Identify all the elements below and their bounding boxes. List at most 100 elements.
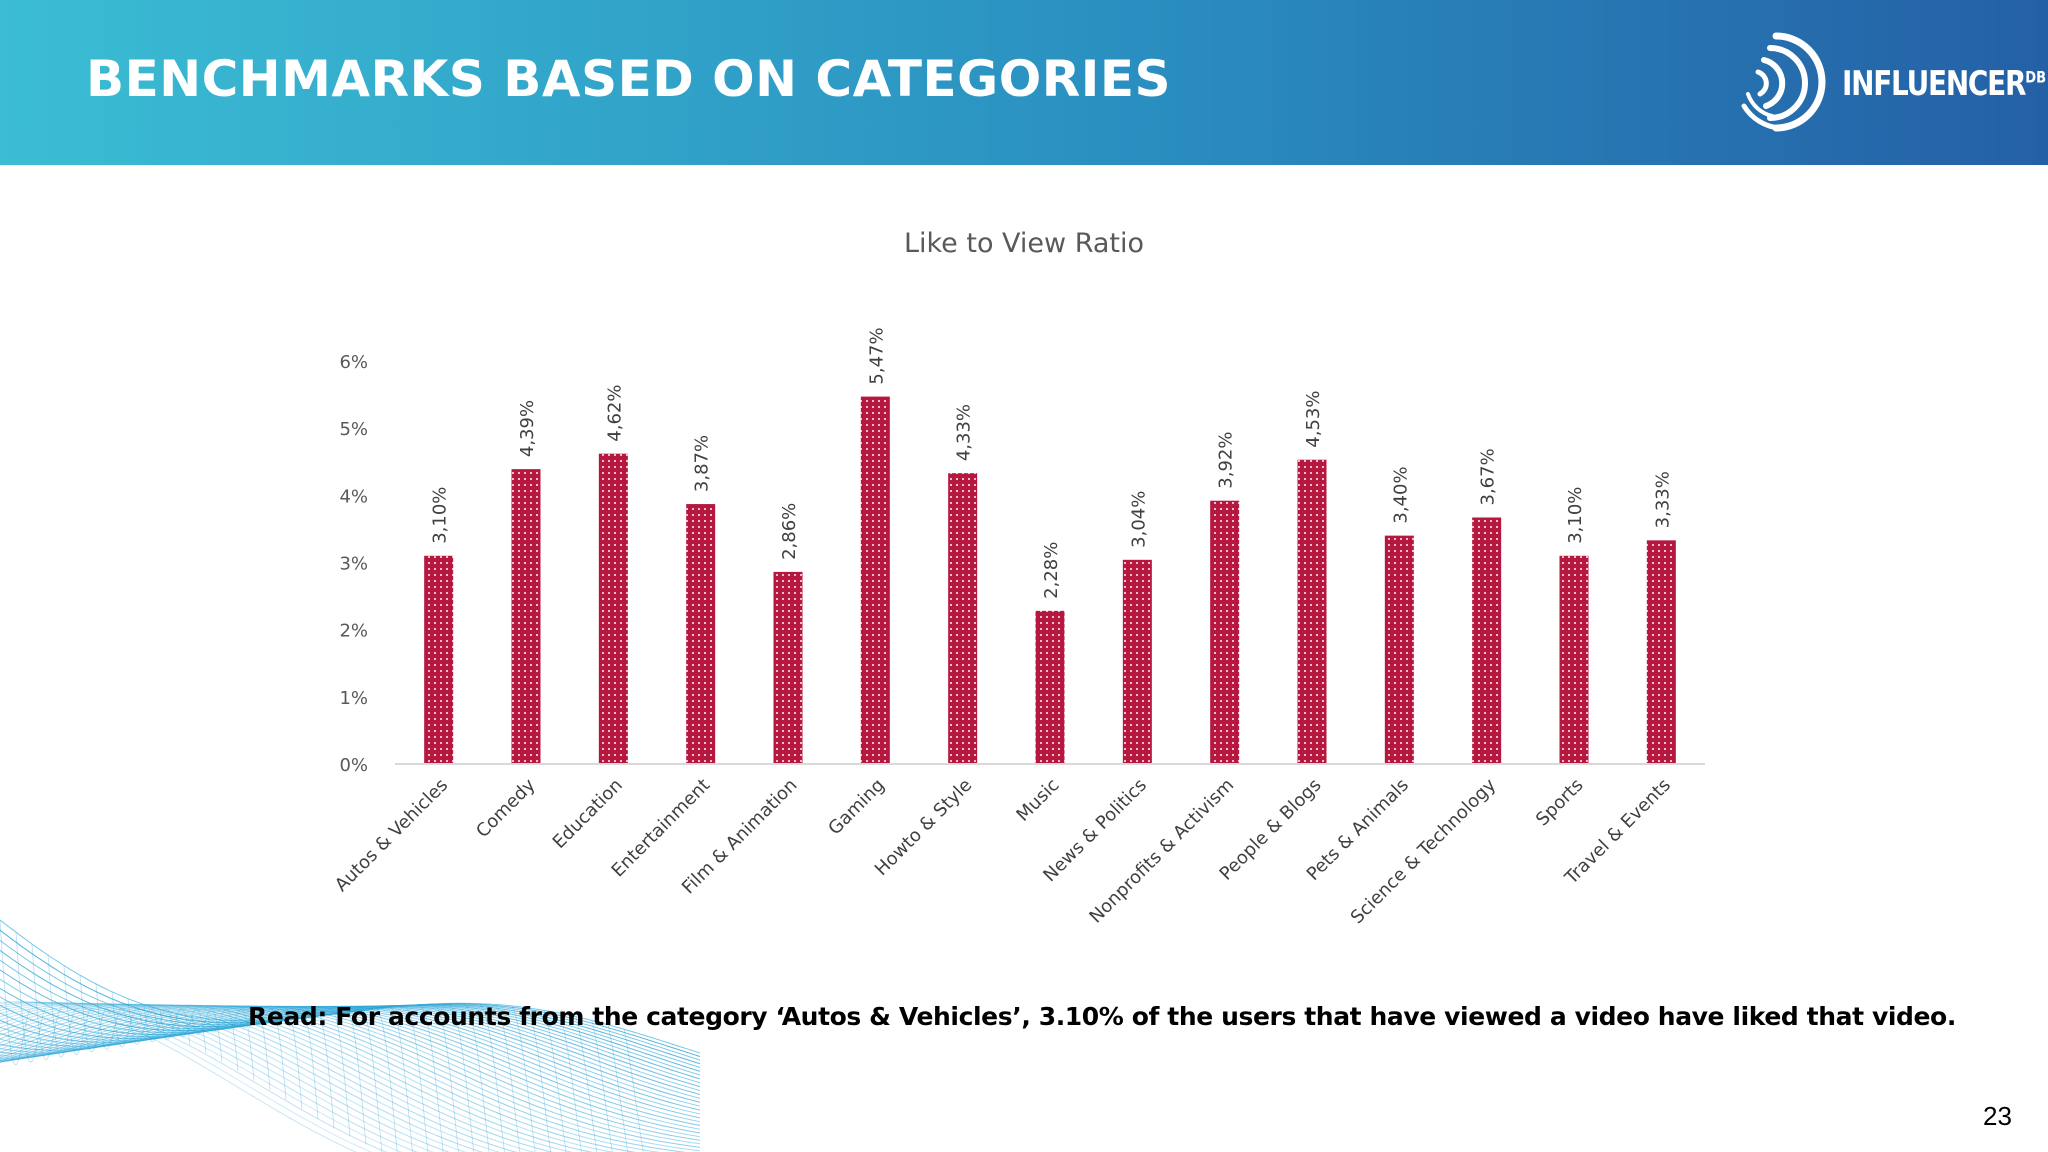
- wave-line: [0, 1003, 500, 1152]
- wave-line: [0, 1003, 467, 1152]
- wave-line: [0, 1005, 700, 1145]
- wave-line: [239, 1008, 271, 1091]
- read-note: Read: For accounts from the category ‘Au…: [248, 1002, 1956, 1031]
- wave-line: [223, 1008, 255, 1081]
- data-label: 2,86%: [779, 503, 800, 560]
- y-tick-label: 3%: [339, 554, 368, 575]
- category-label: Science & Technology: [1347, 774, 1501, 928]
- bar: [860, 396, 890, 764]
- wave-line: [0, 1002, 434, 1152]
- category-label: Autos & Vehicles: [331, 775, 452, 896]
- wave-line: [495, 1004, 521, 1152]
- wave-line: [415, 1004, 444, 1152]
- bar: [598, 453, 628, 764]
- bar: [511, 469, 541, 764]
- wave-line: [0, 1003, 483, 1152]
- category-label: Sports: [1532, 775, 1588, 831]
- wave-line: [0, 1002, 450, 1152]
- wave-line: [0, 1004, 661, 1152]
- y-tick-label: 6%: [339, 352, 368, 373]
- wave-line: [447, 1003, 475, 1152]
- page-title: BENCHMARKS BASED ON CATEGORIES: [86, 50, 1171, 108]
- data-label: 4,33%: [954, 404, 975, 461]
- category-label: Comedy: [472, 774, 540, 842]
- wave-line: [63, 965, 95, 1056]
- y-tick-label: 1%: [339, 688, 368, 709]
- wave-line: [0, 1004, 573, 1152]
- wave-line: [0, 1005, 700, 1152]
- wave-line: [335, 1007, 367, 1145]
- wave-line: [0, 1005, 700, 1134]
- wave-line: [431, 1003, 459, 1152]
- y-tick-label: 0%: [339, 755, 368, 776]
- wave-line: [399, 1005, 429, 1152]
- bar: [1122, 559, 1152, 764]
- influencerdb-logo-icon: [1741, 32, 1826, 132]
- wave-line: [303, 1008, 335, 1128]
- wave-line: [479, 1003, 505, 1152]
- wave-line: [0, 1005, 700, 1123]
- wave-line: [623, 1029, 644, 1152]
- data-label: 3,10%: [1565, 487, 1586, 544]
- wave-line: [0, 1005, 700, 1115]
- y-tick-label: 5%: [339, 419, 368, 440]
- data-label: 5,47%: [866, 327, 887, 384]
- wave-line: [367, 1007, 398, 1152]
- wave-line: [15, 932, 47, 1063]
- wave-line: [111, 991, 143, 1048]
- wave-line: [0, 1004, 554, 1152]
- decorative-wave-mesh: [0, 919, 700, 1152]
- wave-line: [0, 959, 700, 1068]
- bar: [1559, 555, 1589, 764]
- wave-line: [511, 1005, 536, 1152]
- like-to-view-ratio-chart: Like to View Ratio 0% 1% 2% 3% 4% 5% 6% 3,10% 4…: [331, 228, 1705, 928]
- wave-line: [191, 1008, 223, 1063]
- category-label: Gaming: [824, 775, 889, 840]
- wave-line: [0, 1003, 518, 1152]
- y-tick-label: 4%: [339, 486, 368, 507]
- wave-line: [0, 1001, 388, 1152]
- data-label: 3,33%: [1652, 471, 1673, 528]
- wave-line: [207, 1008, 239, 1072]
- wave-line: [0, 1002, 419, 1152]
- wave-line: [0, 1005, 687, 1152]
- wave-line: [0, 919, 31, 1066]
- brand-name-text: INFLUENCER: [1842, 64, 2026, 104]
- bar: [1384, 535, 1414, 764]
- category-label: Education: [549, 775, 627, 853]
- wave-line: [175, 1008, 207, 1054]
- wave-line: [79, 975, 111, 1053]
- wave-line: [319, 1008, 351, 1137]
- wave-line: [143, 1004, 175, 1043]
- wave-line: [31, 943, 63, 1061]
- chart-title: Like to View Ratio: [904, 228, 1144, 259]
- wave-line: [0, 978, 700, 1076]
- bar: [1646, 540, 1676, 764]
- data-label: 4,39%: [517, 400, 538, 457]
- wave-line: [351, 1007, 383, 1152]
- bar: [1035, 610, 1065, 764]
- wave-line: [271, 1008, 303, 1110]
- bar: [1297, 459, 1327, 764]
- page-number: 23: [1983, 1101, 2012, 1131]
- wave-line: [0, 1003, 536, 1152]
- wave-line: [463, 1003, 490, 1152]
- wave-line: [383, 1006, 413, 1152]
- wave-line: [0, 1004, 614, 1152]
- header-banner: BENCHMARKS BASED ON CATEGORIES INFLUENCE…: [0, 0, 2048, 165]
- wave-line: [0, 1005, 700, 1126]
- y-axis: 0% 1% 2% 3% 4% 5% 6%: [339, 352, 368, 776]
- brand-name: INFLUENCERDB: [1842, 64, 2046, 104]
- bar: [1472, 517, 1502, 764]
- bar: [773, 571, 803, 764]
- wave-line: [527, 1007, 551, 1152]
- wave-line: [0, 1004, 593, 1152]
- category-label: Music: [1012, 775, 1063, 826]
- data-label: 3,92%: [1216, 432, 1237, 489]
- x-axis: Autos & Vehicles Comedy EducationEntertain…: [331, 763, 1705, 928]
- data-label: 2,28%: [1041, 542, 1062, 599]
- wave-line: [575, 1016, 598, 1152]
- wave-line: [0, 1001, 357, 1152]
- wave-line: [47, 955, 79, 1058]
- y-tick-label: 2%: [339, 621, 368, 642]
